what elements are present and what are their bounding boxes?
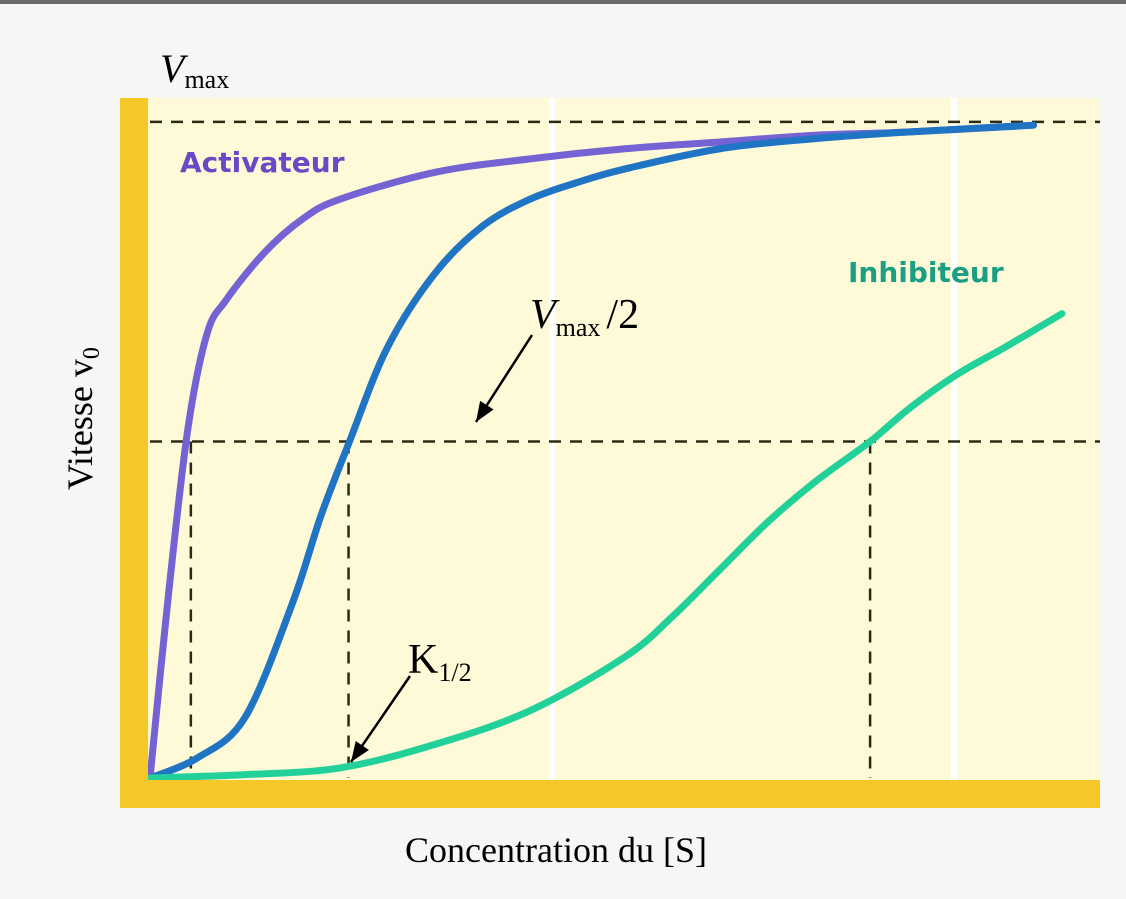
curves	[146, 121, 1066, 782]
grid	[549, 98, 957, 780]
y-axis-bar	[120, 98, 148, 808]
activateur-curve	[146, 121, 1037, 782]
y-axis-label: Vitesse v0	[60, 347, 105, 490]
k-half-arrow-head	[351, 740, 369, 762]
vmax-half-label: Vmax/2	[530, 292, 639, 342]
activateur-label: Activateur	[180, 146, 345, 179]
plot-background	[120, 98, 1100, 808]
x-axis-label: Concentration du [S]	[405, 830, 707, 870]
inhibiteur-curve	[146, 310, 1066, 782]
vmax-label: Vmax	[160, 46, 229, 94]
vmax-half-arrow-head	[476, 400, 494, 422]
k-half-label: K1/2	[408, 637, 472, 687]
reference-lines	[150, 120, 1100, 778]
x-axis-bar	[120, 780, 1100, 808]
annotation-arrows	[349, 334, 534, 763]
top-border	[0, 0, 1126, 4]
substrate-curve	[146, 121, 1037, 782]
inhibiteur-label: Inhibiteur	[848, 256, 1004, 289]
